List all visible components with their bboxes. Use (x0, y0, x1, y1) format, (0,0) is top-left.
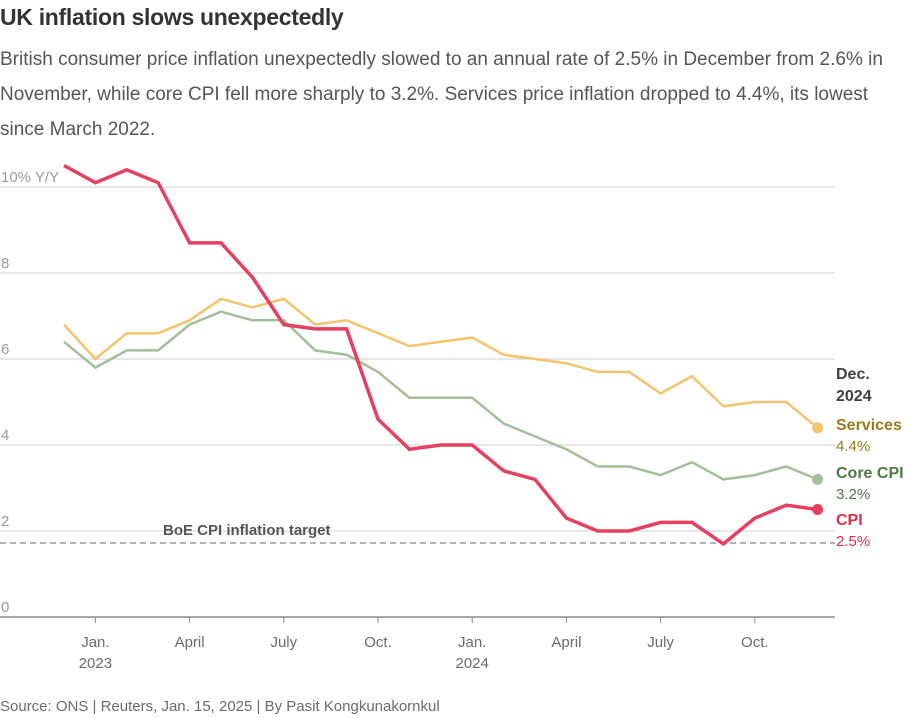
core-cpi-end-point (812, 473, 824, 485)
gridlines: 10% Y/Y 8 6 4 2 0 (0, 169, 835, 618)
chart-title: UK inflation slows unexpectedly (0, 4, 344, 30)
x-tick-label: July (647, 634, 674, 651)
services-end-point (812, 422, 824, 434)
y-tick-label: 6 (1, 341, 9, 358)
services-value-label: 4.4% (836, 438, 870, 455)
y-tick-label: 8 (1, 255, 9, 272)
core-cpi-value-label: 3.2% (836, 486, 870, 503)
y-tick-label: 0 (1, 599, 9, 616)
x-tick-label: Oct. (741, 634, 769, 651)
reference-line-label: BoE CPI inflation target (163, 522, 331, 539)
cpi-value-label: 2.5% (836, 533, 870, 550)
end-date-label: 2024 (836, 388, 872, 405)
reference-line-group: BoE CPI inflation target (0, 522, 835, 544)
end-date-label: Dec. (836, 366, 870, 383)
cpi-label: CPI (836, 512, 863, 529)
cpi-line (63, 163, 818, 547)
y-tick-label: 4 (1, 427, 9, 444)
y-tick-label: 2 (1, 513, 9, 530)
core-cpi-line (63, 310, 819, 481)
y-tick-label: 10% Y/Y (1, 169, 59, 186)
x-tick-label: April (175, 634, 205, 651)
x-tick-year-label: 2023 (79, 655, 112, 672)
x-tick-label: Jan. (81, 634, 109, 651)
x-tick-label: July (270, 634, 297, 651)
services-label: Services (836, 417, 902, 434)
core-cpi-label: Core CPI (836, 465, 904, 482)
chart-subtitle: British consumer price inflation unexpec… (0, 49, 883, 140)
cpi-end-point (812, 504, 824, 515)
source-note: Source: ONS | Reuters, Jan. 15, 2025 | B… (0, 698, 440, 715)
x-tick-label: Jan. (458, 634, 486, 651)
x-axis: Jan. 2023 April July Oct. Jan. 2024 April July Oc… (79, 617, 769, 672)
x-tick-year-label: 2024 (456, 655, 489, 672)
x-tick-label: Oct. (364, 634, 392, 651)
services-line (63, 297, 819, 429)
end-labels: Dec. 2024 Services 4.4% Core CPI 3.2% CPI 2.5% (836, 366, 904, 550)
series-lines (63, 163, 824, 547)
x-tick-label: April (551, 634, 581, 651)
